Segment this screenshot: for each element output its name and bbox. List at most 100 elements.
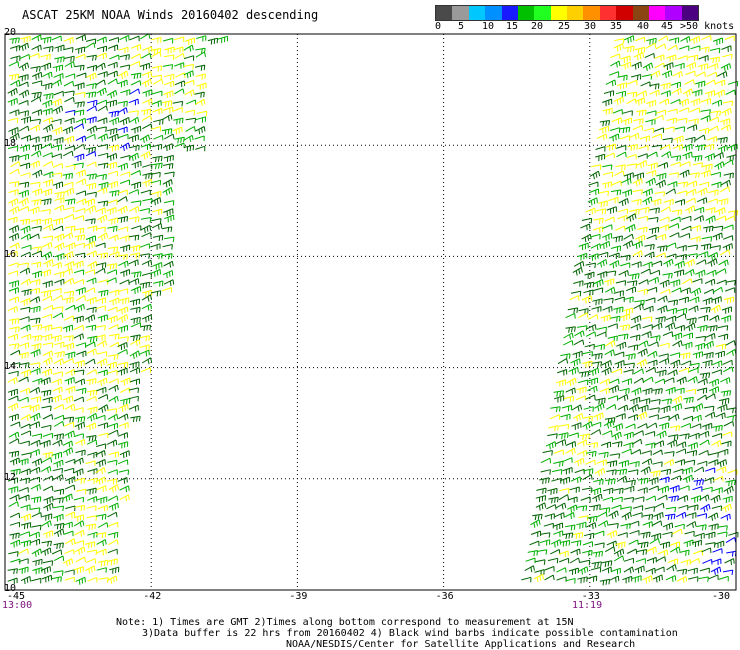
wind-barb	[96, 45, 108, 53]
wind-barb	[76, 72, 87, 79]
wind-barb	[40, 54, 51, 61]
wind-barb	[141, 115, 153, 122]
wind-barb	[31, 80, 43, 86]
wind-barb	[620, 523, 631, 530]
wind-barb	[604, 216, 615, 223]
footer-note-2: 3)Data buffer is 22 hrs from 20160402 4)…	[142, 628, 678, 639]
wind-barb	[682, 143, 693, 152]
wind-barb	[75, 169, 86, 178]
wind-barb	[535, 495, 546, 503]
wind-barb	[631, 438, 643, 445]
wind-barb	[644, 52, 655, 59]
wind-barb	[64, 145, 75, 151]
wind-barb	[152, 208, 163, 215]
wind-barb	[31, 34, 42, 42]
wind-barb	[95, 226, 106, 233]
wind-barb	[700, 170, 711, 178]
wind-barb	[690, 495, 701, 503]
wind-barb	[689, 296, 700, 304]
wind-barb	[557, 358, 569, 365]
wind-barb	[42, 475, 54, 482]
wind-barb	[618, 460, 629, 468]
wind-barb	[693, 466, 705, 473]
wind-barb	[64, 90, 75, 96]
wind-barb	[637, 348, 648, 357]
wind-barb	[195, 73, 206, 80]
wind-barb	[87, 99, 98, 107]
wind-barb	[8, 395, 19, 402]
wind-barb	[615, 90, 627, 98]
wind-barb	[623, 296, 634, 303]
wind-barb	[128, 395, 139, 402]
wind-barb	[97, 71, 108, 78]
wind-barb	[563, 395, 575, 403]
wind-barb	[40, 566, 51, 574]
wind-barb	[63, 37, 74, 44]
wind-barb	[87, 389, 98, 397]
wind-barb	[20, 225, 31, 234]
wind-barb	[677, 495, 689, 502]
wind-barb	[570, 476, 582, 484]
wind-barb	[596, 331, 607, 338]
wind-barb	[152, 162, 163, 170]
wind-barb	[569, 295, 580, 301]
wind-barb	[163, 163, 174, 170]
legend-swatch	[648, 6, 666, 20]
wind-barb	[73, 162, 84, 169]
wind-barb	[106, 361, 117, 369]
wind-barb	[589, 188, 600, 196]
wind-barb	[9, 438, 20, 445]
wind-barb	[106, 89, 118, 99]
wind-barb	[53, 306, 64, 312]
wind-barb	[639, 206, 650, 214]
wind-barb	[642, 62, 654, 72]
wind-barb	[593, 478, 604, 486]
wind-barb	[687, 54, 699, 61]
wind-barb	[119, 179, 131, 186]
wind-barb	[711, 369, 722, 375]
wind-barb	[41, 457, 53, 463]
wind-barb	[183, 134, 194, 142]
wind-barb	[51, 153, 62, 159]
wind-barb	[676, 448, 687, 454]
wind-barb	[76, 350, 87, 358]
wind-barb	[662, 272, 673, 279]
wind-barb	[42, 82, 53, 90]
wind-barb	[42, 324, 53, 332]
wind-barb	[590, 566, 602, 573]
wind-barb	[702, 486, 713, 493]
wind-barb	[108, 378, 119, 384]
wind-barb	[614, 296, 625, 303]
wind-barb	[30, 349, 41, 357]
wind-barb	[648, 341, 659, 347]
wind-barb	[195, 51, 207, 58]
wind-barb	[85, 42, 96, 49]
wind-barb	[31, 143, 43, 151]
wind-barb	[8, 198, 19, 207]
wind-barb	[52, 312, 64, 319]
wind-barb	[658, 98, 670, 106]
wind-barb	[629, 520, 640, 527]
wind-barb	[130, 415, 141, 423]
wind-barb	[18, 81, 29, 88]
wind-barb	[129, 378, 140, 385]
wind-barb	[585, 207, 596, 215]
wind-barb	[596, 326, 607, 333]
wind-barb	[8, 296, 19, 304]
wind-barb	[85, 38, 97, 45]
wind-barb	[701, 35, 712, 41]
wind-barb	[547, 433, 558, 439]
wind-barb	[718, 198, 729, 206]
wind-barb	[684, 79, 695, 85]
wind-barb	[106, 152, 118, 161]
wind-barb	[129, 216, 140, 223]
wind-barb	[51, 118, 62, 125]
wind-barb	[676, 254, 687, 261]
wind-barb	[150, 268, 161, 277]
wind-barb	[578, 312, 589, 319]
legend-swatch	[567, 6, 584, 20]
wind-barb	[129, 35, 140, 42]
wind-barb	[610, 567, 621, 575]
wind-barb	[628, 132, 640, 140]
